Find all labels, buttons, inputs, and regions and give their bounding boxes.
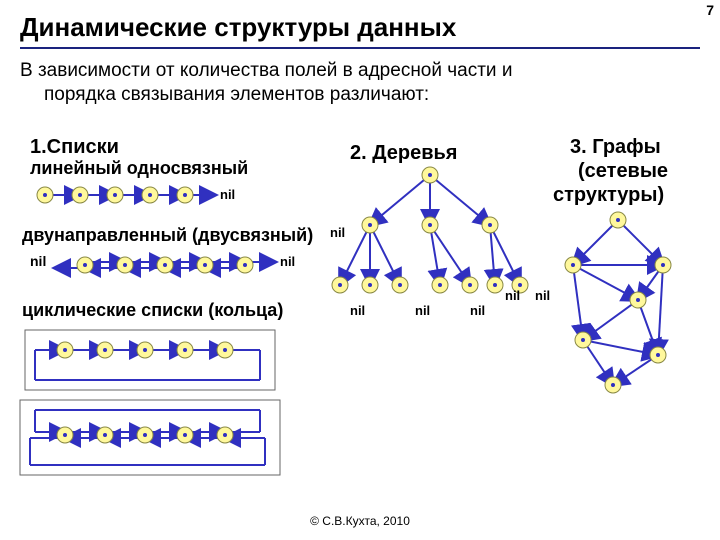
graphs-sub1: (сетевые <box>578 160 668 183</box>
nil-label-left: nil <box>30 253 46 269</box>
graphs-sub2: структуры) <box>553 184 664 207</box>
cyclic-list-1-diagram <box>30 335 290 400</box>
title: Динамические структуры данных <box>20 12 700 43</box>
cyclic-list-2-diagram <box>30 415 300 495</box>
intro-line1: В зависимости от количества полей в адре… <box>20 60 512 81</box>
graphs-heading: 3. Графы <box>570 136 661 159</box>
doubly-heading: двунаправленный (двусвязный) <box>22 225 313 246</box>
linear-list-diagram: nil <box>35 185 245 215</box>
doubly-list-diagram: nil <box>60 255 290 285</box>
intro-line2: порядка связывания элементов различают: <box>44 84 429 105</box>
slide: 7 Динамические структуры данных В зависи… <box>0 0 720 540</box>
graph-diagram <box>558 210 698 410</box>
trees-heading: 2. Деревья <box>350 142 457 165</box>
page-number: 7 <box>706 2 714 18</box>
cyclic-heading: циклические списки (кольца) <box>22 300 283 321</box>
linear-subheading: линейный односвязный <box>30 158 248 179</box>
svg-text:nil: nil <box>505 288 520 303</box>
svg-text:nil: nil <box>330 225 345 240</box>
svg-text:nil: nil <box>535 288 550 303</box>
title-rule <box>20 47 700 49</box>
svg-text:nil: nil <box>350 303 365 318</box>
svg-text:nil: nil <box>415 303 430 318</box>
svg-text:nil: nil <box>220 187 235 202</box>
svg-text:nil: nil <box>470 303 485 318</box>
lists-heading: 1.Списки <box>30 136 119 159</box>
copyright: © С.В.Кухта, 2010 <box>0 514 720 528</box>
tree-diagram: nilnilnilnilnilnil <box>320 165 560 345</box>
intro: В зависимости от количества полей в адре… <box>20 59 700 107</box>
svg-text:nil: nil <box>280 254 295 269</box>
